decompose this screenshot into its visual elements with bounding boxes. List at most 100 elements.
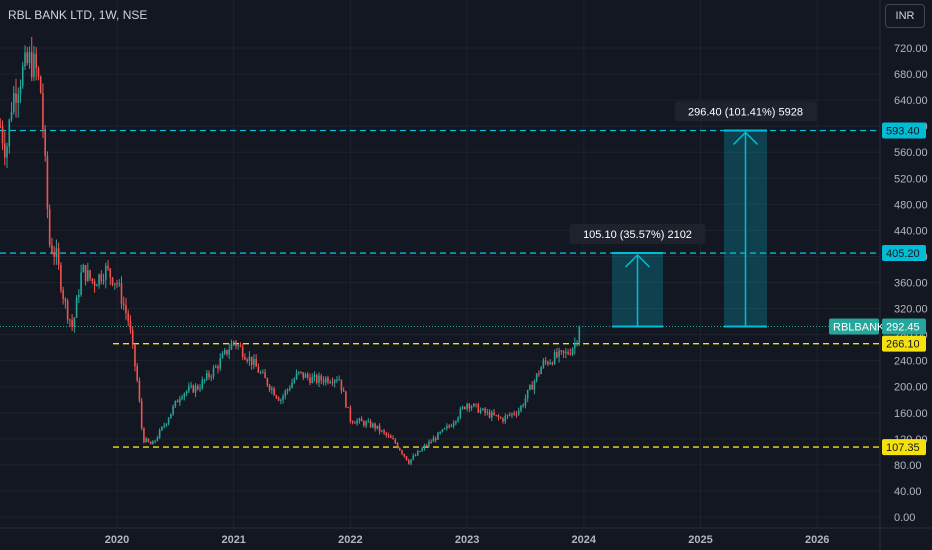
candle-body bbox=[10, 111, 13, 120]
candle-body bbox=[567, 352, 569, 354]
candle-body bbox=[345, 391, 347, 407]
candle-body bbox=[441, 429, 444, 432]
candle-body bbox=[381, 430, 383, 432]
x-tick-label: 2020 bbox=[105, 534, 129, 546]
x-axis: 2020 2021 2022 2023 2024 2025 2026 bbox=[105, 534, 830, 546]
candle-body bbox=[64, 299, 67, 302]
candle-body bbox=[250, 356, 253, 366]
candle-body bbox=[62, 290, 64, 300]
candle-body bbox=[448, 425, 450, 427]
candle-body bbox=[125, 305, 127, 314]
candle-body bbox=[271, 388, 273, 390]
candle-body bbox=[477, 404, 480, 413]
candle-body bbox=[464, 406, 466, 409]
y-tick-label: 320.00 bbox=[894, 304, 928, 316]
candle-body bbox=[190, 385, 192, 387]
candle-body bbox=[264, 372, 266, 379]
x-tick-label: 2021 bbox=[221, 534, 245, 546]
candle-body bbox=[143, 428, 145, 443]
level-price-tag bbox=[882, 245, 926, 262]
candle-body bbox=[416, 451, 419, 456]
candle-body bbox=[113, 283, 116, 285]
candle-body bbox=[506, 414, 509, 417]
candle-body bbox=[414, 455, 417, 457]
candle-body bbox=[486, 411, 489, 413]
candle-body bbox=[136, 366, 138, 381]
candle-body bbox=[277, 397, 280, 401]
candle-body bbox=[255, 358, 257, 367]
candle-body bbox=[262, 372, 264, 374]
candle-body bbox=[439, 431, 441, 433]
candle-body bbox=[156, 437, 159, 441]
candle-body bbox=[327, 377, 329, 383]
candle-body bbox=[544, 360, 547, 362]
candle-body bbox=[349, 407, 352, 422]
candle-body bbox=[576, 342, 578, 344]
candle-body bbox=[551, 362, 554, 365]
candle-body bbox=[389, 435, 392, 438]
candle-body bbox=[540, 367, 542, 375]
symbol-title[interactable]: RBL BANK LTD, 1W, NSE bbox=[8, 8, 148, 22]
candle-body bbox=[524, 398, 527, 406]
y-tick-label: 520.00 bbox=[894, 173, 928, 185]
candle-body bbox=[170, 413, 172, 419]
candle-body bbox=[217, 366, 219, 369]
candle-body bbox=[306, 374, 309, 378]
candle-body bbox=[244, 357, 246, 360]
candle-body bbox=[219, 358, 222, 369]
candle-body bbox=[140, 400, 143, 429]
candle-body bbox=[91, 278, 94, 282]
candle-body bbox=[17, 94, 20, 103]
candle-body bbox=[412, 455, 415, 460]
candle-body bbox=[194, 385, 197, 393]
candle-body bbox=[542, 360, 545, 368]
y-tick-label: 680.00 bbox=[894, 69, 928, 81]
candle-body bbox=[239, 345, 242, 347]
candle-body bbox=[145, 438, 147, 443]
candle-body bbox=[259, 372, 262, 374]
level-price-tag bbox=[882, 122, 926, 139]
y-tick-label: 480.00 bbox=[894, 199, 928, 211]
candle-body bbox=[295, 372, 298, 380]
candle-body bbox=[122, 303, 125, 306]
arrow-up-icon bbox=[624, 253, 651, 268]
candle-body bbox=[394, 439, 397, 444]
candle-body bbox=[280, 399, 282, 401]
candle-body bbox=[100, 274, 103, 281]
candle-body bbox=[322, 380, 325, 383]
candle-body bbox=[55, 248, 58, 257]
candle-body bbox=[33, 53, 35, 78]
x-tick-label: 2025 bbox=[688, 534, 712, 546]
candle-body bbox=[556, 352, 558, 358]
x-tick-label: 2024 bbox=[572, 534, 597, 546]
candle-body bbox=[15, 93, 17, 103]
candle-body bbox=[571, 348, 574, 355]
y-tick-label: 640.00 bbox=[894, 95, 928, 107]
candle-body bbox=[185, 391, 188, 394]
candle-body bbox=[8, 119, 11, 147]
candle-body bbox=[365, 421, 367, 426]
level-price-tag bbox=[882, 335, 926, 352]
candle-body bbox=[42, 93, 44, 129]
candle-body bbox=[96, 285, 98, 287]
candle-body bbox=[578, 326, 581, 343]
candle-body bbox=[226, 349, 228, 355]
candle-body bbox=[98, 274, 100, 286]
candle-body bbox=[60, 265, 62, 291]
candle-body bbox=[37, 68, 40, 77]
candle-body bbox=[378, 425, 381, 432]
currency-button[interactable]: INR bbox=[885, 4, 925, 28]
candle-body bbox=[318, 375, 320, 383]
candle-body bbox=[201, 379, 204, 389]
candle-body bbox=[248, 356, 251, 361]
candle-body bbox=[443, 428, 446, 430]
candle-body bbox=[434, 438, 437, 440]
candle-body bbox=[241, 346, 244, 358]
candle-body bbox=[118, 283, 121, 285]
candle-body bbox=[163, 425, 165, 427]
candle-body bbox=[533, 380, 536, 390]
target-label-text: 296.40 (101.41%) 5928 bbox=[688, 106, 803, 118]
candle-body bbox=[172, 406, 174, 414]
